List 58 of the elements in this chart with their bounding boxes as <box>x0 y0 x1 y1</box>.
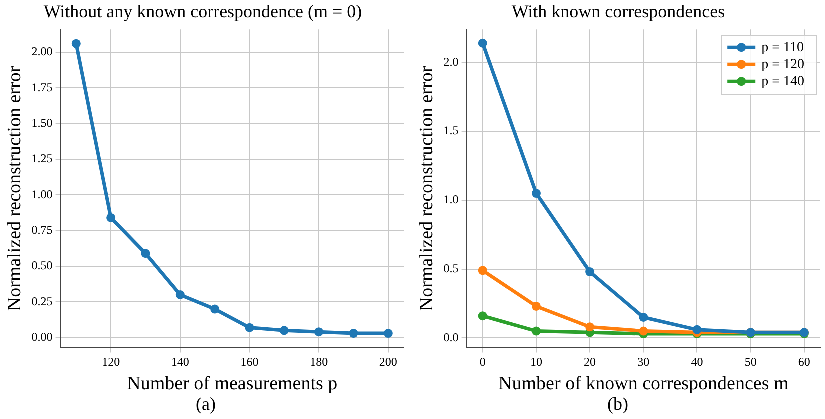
point <box>106 213 116 222</box>
legend-label: p = 140 <box>762 74 805 90</box>
x-axis-title: Number of measurements p <box>127 374 338 395</box>
point <box>384 329 393 338</box>
point <box>586 322 595 332</box>
y-tick-label: 0.5 <box>444 261 459 276</box>
point <box>478 38 488 48</box>
x-tick-label: 30 <box>638 355 650 370</box>
x-tick-label: 60 <box>798 355 810 370</box>
y-tick-label: 0.00 <box>32 330 53 344</box>
x-tick-label: 50 <box>744 355 757 370</box>
chart-title: With known correspondences <box>512 2 726 22</box>
x-tick-label: 200 <box>379 355 398 370</box>
y-tick-label: 2.0 <box>444 54 459 69</box>
x-tick-label: 140 <box>171 355 190 370</box>
text: (b) <box>606 394 630 415</box>
x-tick-label: 10 <box>530 355 542 370</box>
point <box>72 39 81 48</box>
point <box>532 326 541 336</box>
point <box>532 189 541 198</box>
legend-label: p = 110 <box>762 40 804 56</box>
point <box>639 326 648 336</box>
y-axis-title: Normalized reconstruction error <box>4 66 26 312</box>
point <box>210 304 220 314</box>
x-tick-label: 0 <box>480 355 486 370</box>
y-tick-label: 1.25 <box>32 152 53 166</box>
x-tick-label: 180 <box>310 355 328 370</box>
point <box>478 266 488 276</box>
y-tick-label: 0.50 <box>32 258 53 273</box>
y-tick-label: 0.75 <box>32 222 53 237</box>
x-tick-label: 160 <box>240 355 259 370</box>
x-tick-label: 40 <box>691 355 704 370</box>
point <box>532 302 541 311</box>
point <box>176 290 185 300</box>
point <box>692 325 702 334</box>
legend-label: p = 120 <box>762 57 805 72</box>
point <box>586 268 595 277</box>
point <box>639 312 648 322</box>
point <box>280 326 289 336</box>
y-tick-label: 1.5 <box>444 124 459 138</box>
y-tick-label: 1.00 <box>32 187 53 202</box>
text: (a) <box>195 394 217 415</box>
x-axis-title: Number of known correspondences m <box>498 374 789 395</box>
point <box>314 328 324 337</box>
point <box>349 329 358 338</box>
point <box>141 249 150 258</box>
y-axis-title: Normalized reconstruction error <box>416 66 438 312</box>
x-tick-label: 120 <box>102 355 120 370</box>
y-tick-label: 0.25 <box>32 294 53 308</box>
x-tick-label: 20 <box>584 355 596 370</box>
y-tick-label: 1.50 <box>32 116 53 130</box>
point <box>478 312 488 321</box>
point <box>245 323 254 332</box>
y-tick-label: 1.0 <box>444 192 459 207</box>
chart-title: Without any known correspondence (m = 0) <box>44 2 362 22</box>
y-tick-label: 0.0 <box>444 330 459 344</box>
y-tick-label: 1.75 <box>32 80 53 94</box>
y-tick-label: 2.00 <box>32 44 53 59</box>
